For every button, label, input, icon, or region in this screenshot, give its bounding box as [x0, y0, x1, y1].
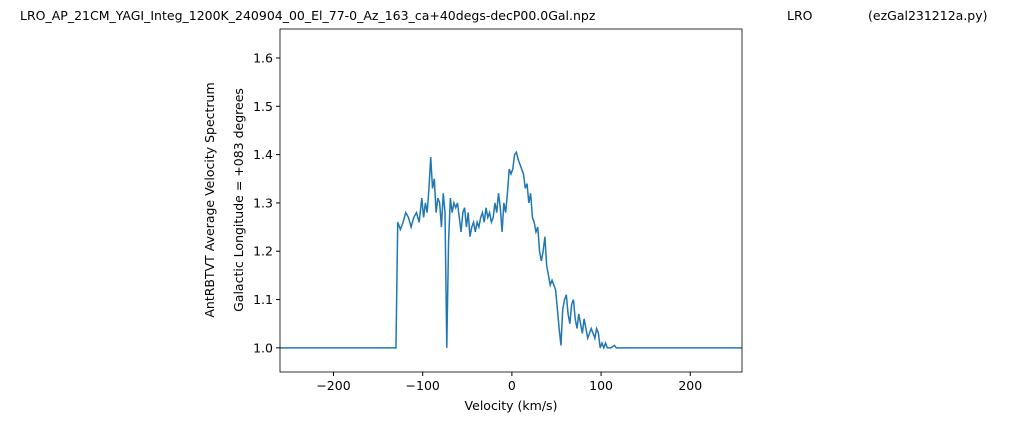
data-line [280, 150, 742, 351]
y-tick-label: 1.4 [253, 147, 273, 162]
y-tick-label: 1.5 [253, 99, 273, 114]
x-tick-label: 100 [589, 378, 613, 393]
y-tick-label: 1.3 [253, 195, 273, 210]
y-axis-label: AntRBTVT Average Velocity Spectrum [202, 82, 217, 317]
x-tick-label: 200 [678, 378, 702, 393]
chart-title: (ezGal231212a.py) [868, 8, 988, 23]
plot-frame [279, 28, 743, 373]
x-tick-label: 0 [508, 378, 516, 393]
y-tick-label: 1.0 [253, 340, 273, 355]
chart-title: LRO_AP_21CM_YAGI_Integ_1200K_240904_00_E… [20, 8, 596, 23]
y-axis-label: Galactic Longitude = +083 degrees [231, 88, 246, 312]
x-tick-label: −200 [316, 378, 350, 393]
x-tick-label: −100 [406, 378, 440, 393]
chart-title: LRO [787, 8, 813, 23]
y-tick-label: 1.2 [253, 244, 273, 259]
x-axis-label: Velocity (km/s) [465, 398, 558, 413]
y-tick-label: 1.6 [253, 50, 273, 65]
y-tick-label: 1.1 [253, 292, 273, 307]
